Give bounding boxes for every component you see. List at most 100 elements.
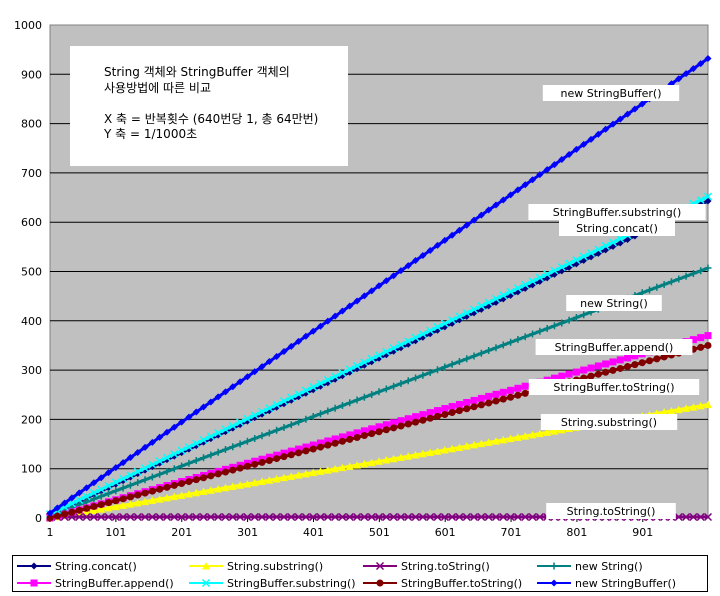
data-point-marker [594, 130, 602, 138]
data-point-marker [360, 512, 369, 522]
series-labels: new StringBuffer() StringBuffer.substring… [528, 85, 706, 519]
data-point-marker [111, 502, 120, 511]
data-point-marker [376, 579, 384, 587]
x-tick-label: 201 [171, 526, 192, 539]
data-point-marker [112, 497, 120, 505]
data-point-marker [455, 443, 464, 451]
data-point-marker [148, 460, 157, 469]
data-point-marker [404, 262, 412, 270]
data-point-marker [309, 413, 317, 421]
data-point-marker [441, 410, 449, 418]
data-point-marker [477, 211, 485, 219]
data-point-marker [200, 454, 208, 462]
data-point-marker [367, 458, 376, 467]
data-point-marker [463, 221, 471, 229]
data-point-marker [294, 390, 303, 399]
data-point-marker [528, 430, 537, 439]
data-point-marker [236, 418, 245, 427]
data-point-marker [309, 327, 317, 335]
data-point-marker [638, 100, 646, 108]
series-label-4: StringBuffer.append() [535, 339, 693, 355]
data-point-marker [126, 454, 134, 462]
data-point-marker [104, 481, 113, 490]
data-point-marker [360, 292, 368, 300]
data-point-marker [68, 508, 76, 516]
data-point-marker [126, 500, 135, 508]
data-point-marker [368, 287, 376, 295]
data-point-marker [418, 330, 427, 339]
data-point-marker [646, 357, 654, 365]
data-point-marker [338, 463, 347, 472]
data-point-marker [302, 415, 310, 423]
data-point-marker [295, 337, 303, 345]
data-point-marker [514, 391, 522, 399]
series-label-text: String.substring() [561, 416, 657, 429]
data-point-marker [156, 433, 164, 441]
data-point-marker [353, 297, 361, 305]
data-point-marker [133, 512, 142, 522]
data-point-marker [338, 402, 346, 410]
data-point-marker [565, 316, 573, 324]
data-point-marker [331, 464, 340, 473]
legend-swatch [537, 562, 571, 570]
data-point-marker [134, 479, 142, 487]
data-point-marker [631, 105, 639, 113]
data-point-marker [389, 454, 398, 463]
data-point-marker [492, 397, 500, 405]
data-point-marker [346, 302, 354, 310]
data-point-marker [192, 457, 200, 465]
data-point-marker [177, 446, 186, 455]
data-point-marker [202, 562, 210, 570]
data-point-marker [579, 252, 588, 261]
data-point-marker [455, 407, 463, 415]
data-point-marker [309, 445, 317, 453]
legend-swatch [189, 562, 223, 570]
data-point-marker [660, 281, 668, 289]
data-point-marker [572, 145, 580, 153]
data-point-marker [586, 248, 596, 258]
data-point-marker [521, 181, 529, 189]
data-point-marker [506, 512, 515, 522]
data-point-marker [521, 512, 530, 522]
data-point-marker [382, 512, 391, 522]
legend-item: new StringBuffer() [537, 575, 676, 591]
data-point-marker [133, 467, 142, 476]
legend-item: new String() [537, 558, 643, 574]
data-point-marker [301, 386, 310, 395]
data-point-marker [134, 491, 142, 499]
data-point-marker [207, 451, 215, 459]
data-point-marker [243, 462, 251, 470]
data-point-marker [75, 489, 83, 497]
data-point-marker [295, 449, 303, 457]
data-point-marker [53, 504, 61, 512]
data-point-marker [470, 396, 478, 404]
data-point-marker [389, 512, 398, 522]
data-point-marker [463, 355, 471, 363]
x-tick-label: 301 [237, 526, 258, 539]
data-point-marker [156, 485, 164, 493]
data-point-marker [624, 354, 632, 362]
data-point-marker [609, 366, 617, 374]
data-point-marker [426, 326, 435, 335]
data-point-marker [426, 246, 434, 254]
data-point-marker [184, 490, 193, 498]
data-point-marker [251, 368, 259, 376]
data-point-marker [675, 75, 683, 83]
data-point-marker [396, 512, 405, 522]
x-tick-label: 701 [501, 526, 522, 539]
legend-item: StringBuffer.append() [17, 575, 174, 591]
data-point-marker [229, 466, 237, 474]
data-point-marker [287, 342, 295, 350]
data-point-marker [360, 358, 369, 367]
data-point-marker [697, 267, 705, 275]
data-point-marker [506, 287, 515, 296]
data-point-marker [287, 472, 296, 480]
data-point-marker [375, 561, 385, 571]
data-point-marker [192, 408, 200, 416]
data-point-marker [301, 469, 310, 478]
data-point-marker [83, 484, 91, 492]
data-point-marker [470, 216, 478, 224]
data-point-marker [448, 316, 457, 325]
legend-swatch [17, 579, 51, 587]
data-point-marker [419, 416, 427, 424]
